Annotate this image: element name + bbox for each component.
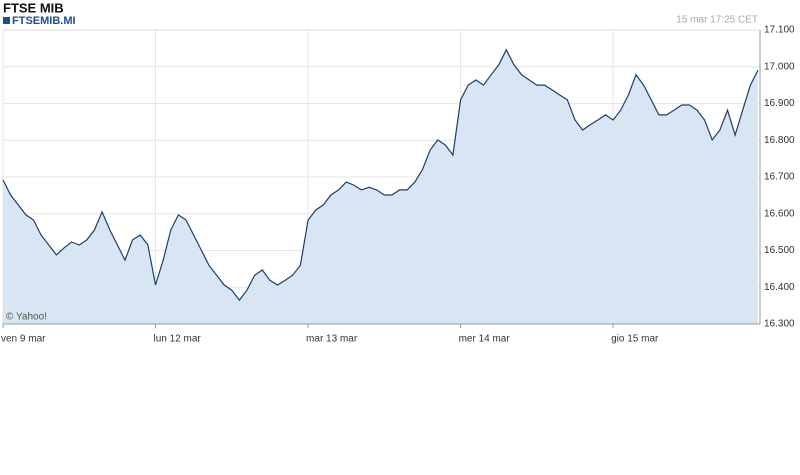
x-tick-label: mar 13 mar (306, 334, 358, 345)
y-tick-label: 17.100 (764, 25, 795, 36)
x-tick-label: gio 15 mar (611, 334, 659, 345)
x-tick-label: mer 14 mar (459, 334, 511, 345)
price-line (2, 48, 759, 302)
timestamp: 15 mar 17:25 CET (676, 15, 758, 26)
y-tick-label: 16.700 (764, 172, 795, 183)
y-tick-label: 16.400 (764, 282, 795, 293)
chart-subtitle: FTSEMIB.MI (12, 15, 76, 27)
x-tick-label: lun 12 mar (154, 334, 202, 345)
x-tick-label: ven 9 mar (1, 334, 46, 345)
area-fill (3, 49, 758, 325)
y-tick-label: 16.300 (764, 319, 795, 330)
y-tick-label: 16.900 (764, 98, 795, 109)
y-tick-label: 16.500 (764, 245, 795, 256)
credit: © Yahoo! (6, 312, 47, 323)
y-tick-label: 16.800 (764, 135, 795, 146)
legend-swatch (3, 17, 10, 24)
y-tick-label: 16.600 (764, 208, 795, 219)
y-tick-label: 17.000 (764, 61, 795, 72)
chart-title: FTSE MIB (3, 0, 64, 15)
